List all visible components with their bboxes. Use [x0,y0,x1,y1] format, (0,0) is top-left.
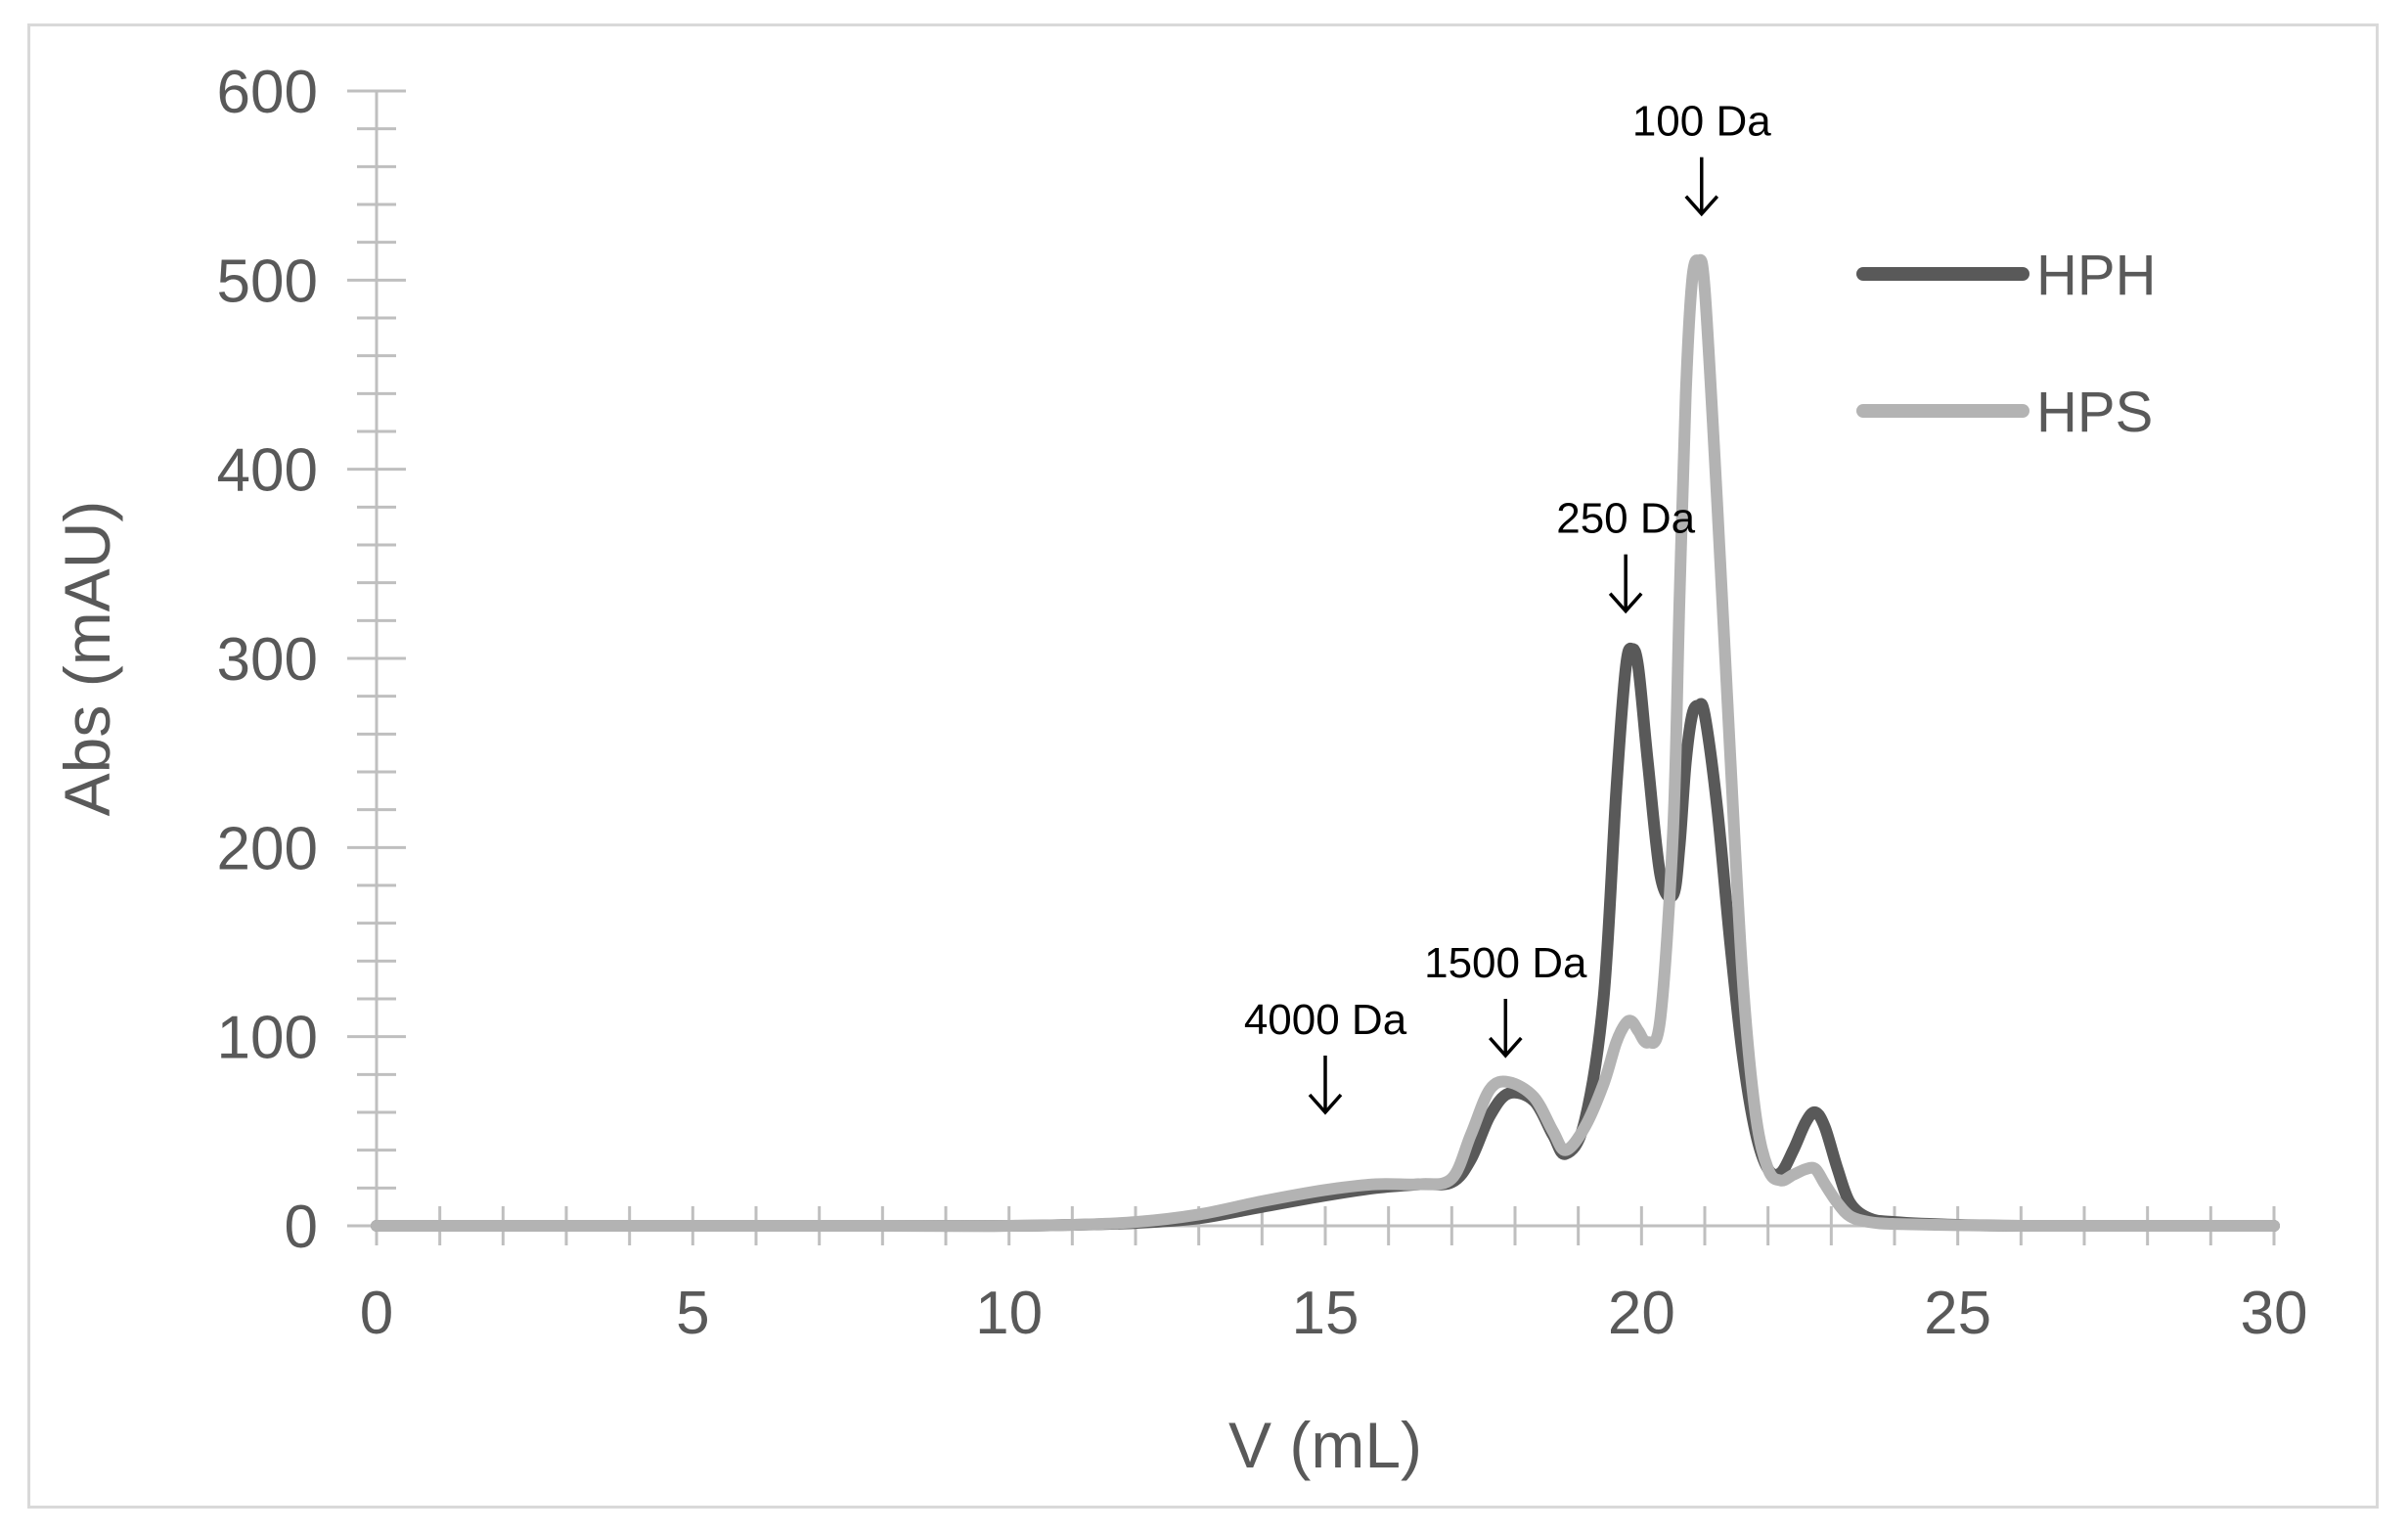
x-tick-label: 10 [975,1280,1043,1347]
annotation-arrow-head [1684,195,1719,217]
y-tick-label: 400 [217,437,318,505]
y-axis-title: Abs (mAU) [51,501,123,817]
axes: 0 100 200 300 400 500 600 0 5 10 15 20 25 30 [217,59,2308,1347]
peak-annotation: 100 Da [1632,98,1771,217]
annotation-arrow-head [1608,592,1643,614]
annotation-arrow-head [1308,1093,1343,1115]
x-axis-title: V (mL) [1228,1409,1422,1481]
chart-frame [27,23,2379,1509]
x-tick-labels: 0 5 10 15 20 25 30 [360,1280,2308,1347]
annotation-label: 250 Da [1556,495,1695,543]
legend-label: HPH [2036,244,2156,307]
y-tick-label: 500 [217,248,318,315]
x-tick-label: 15 [1292,1280,1360,1347]
x-tick-label: 20 [1608,1280,1675,1347]
annotation-arrow-head [1488,1036,1523,1059]
legend: HPH HPS [1856,244,2156,444]
peak-annotations: 4000 Da 1500 Da 250 Da 100 Da [1244,98,1771,1115]
y-minor-ticks [347,89,406,1228]
legend-label: HPS [2036,381,2153,444]
y-tick-label: 300 [217,626,318,694]
x-tick-label: 0 [360,1280,393,1347]
y-tick-label: 100 [217,1005,318,1072]
x-tick-label: 5 [676,1280,709,1347]
x-tick-label: 30 [2241,1280,2308,1347]
x-tick-label: 25 [1924,1280,1991,1347]
annotation-label: 1500 Da [1424,939,1587,987]
annotation-label: 100 Da [1632,98,1771,146]
series-line-hph [371,643,2280,1233]
series-lines [371,253,2280,1233]
legend-item-hps: HPS [1856,381,2153,444]
peak-annotation: 250 Da [1556,495,1696,614]
y-tick-label: 600 [217,59,318,126]
series-line-hps [371,253,2280,1233]
legend-item-hph: HPH [1856,244,2156,307]
annotation-label: 4000 Da [1244,996,1407,1044]
y-tick-label: 200 [217,815,318,882]
y-tick-label: 0 [285,1194,318,1261]
peak-annotation: 4000 Da [1244,996,1407,1115]
peak-annotation: 1500 Da [1424,939,1587,1059]
y-tick-labels: 0 100 200 300 400 500 600 [217,59,318,1261]
